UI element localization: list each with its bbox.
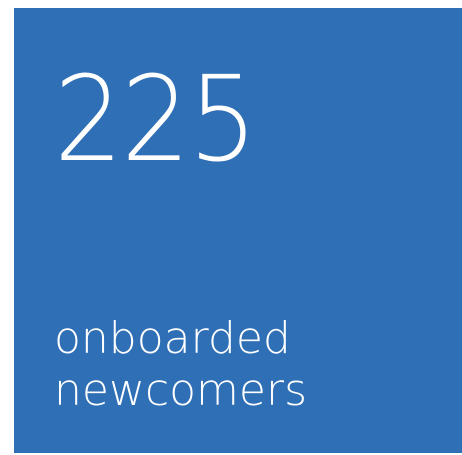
label-line: onboarded (54, 313, 291, 364)
stat-card: 225 onboarded newcomers (14, 8, 462, 453)
label-line: newcomers (54, 365, 307, 416)
stat-value: 225 (54, 50, 258, 188)
stat-label: onboarded newcomers (54, 313, 307, 417)
